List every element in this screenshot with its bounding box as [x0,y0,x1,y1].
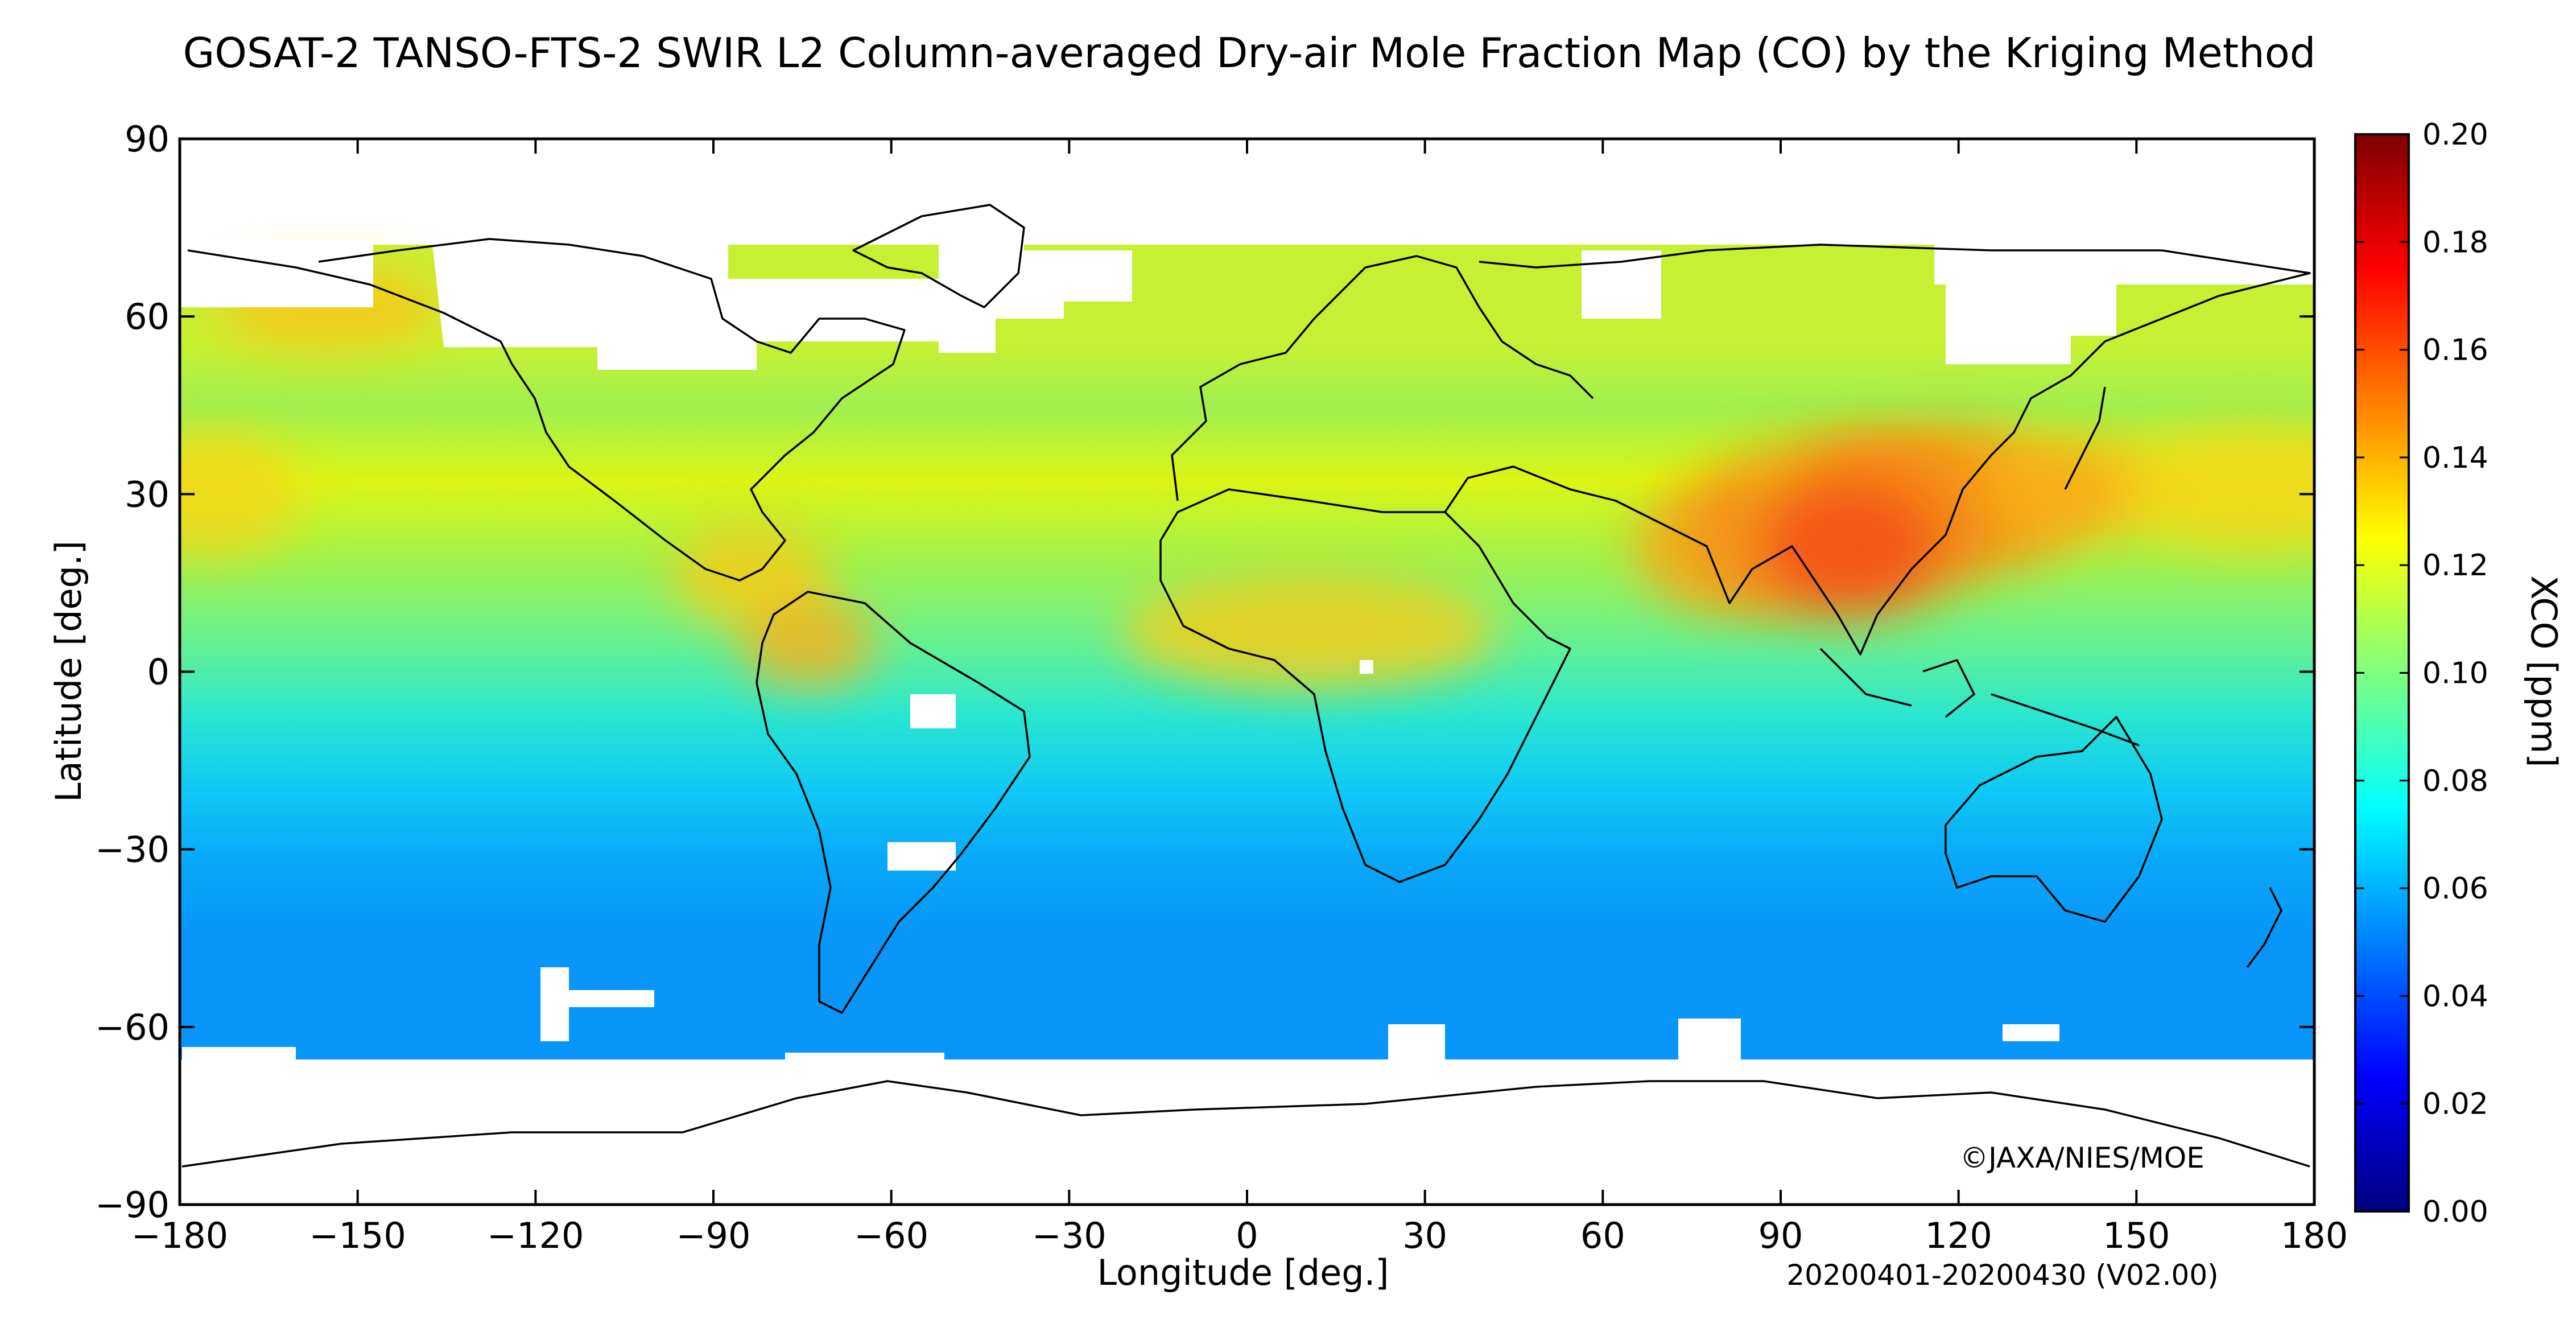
colorbar-tick-label: 0.06 [2422,872,2488,906]
y-tick-label: −30 [95,829,170,871]
y-tick-label: 30 [125,473,170,515]
no-data-africa [1360,660,1373,674]
no-data-brazil [887,842,956,871]
x-tick-label: 120 [1925,1215,1992,1256]
colorbar-label: XCO [ppm] [2523,575,2565,767]
enhancement-south-america [740,597,876,689]
x-tick-label: −60 [854,1215,928,1256]
core-enhancement [1690,432,1985,626]
enhancement-southeast-asia-outer [1690,432,1985,626]
enhancement-japan [1974,438,2168,541]
colorbar-tick-label: 0.08 [2422,764,2488,798]
coastline-japan [2064,386,2106,490]
enhancement-pacific-west [180,432,302,558]
no-data-siberia [1946,285,2116,364]
no-data-north-america [432,245,939,370]
y-tick-label: −60 [95,1007,170,1048]
coastline-asia [1444,244,2311,655]
x-tick-label: −150 [309,1215,406,1256]
colorbar-tick-label: 0.04 [2422,979,2488,1013]
x-axis-label: Longitude [deg.] [1097,1252,1389,1293]
colorbar-ticks: 0.00 0.02 0.04 0.06 0.08 0.10 0.12 0.14 0.16 0.18… [2355,118,2488,1229]
coastline-greenland [852,204,1025,308]
chart-title: GOSAT-2 TANSO-FTS-2 SWIR L2 Column-avera… [183,29,2316,77]
period-text: 20200401-20200430 (V02.00) [1786,1259,2218,1292]
enhancement-sahel [1121,575,1496,689]
colorbar-tick-label: 0.00 [2422,1195,2488,1229]
colorbar-tick-label: 0.10 [2422,657,2488,691]
no-data-greenland [939,245,1132,353]
y-tick-label: −90 [95,1184,170,1226]
coastline-antarctica [181,1080,2310,1168]
colorbar-tick-label: 0.02 [2422,1087,2488,1122]
no-data-arctic-top [180,239,2314,245]
coastline-indonesia [1819,648,2140,747]
coastline-south-america [756,591,1031,1014]
coastline-north-america [187,238,906,582]
enhancement-blobs [180,267,2314,689]
colorbar-tick-label: 0.18 [2422,225,2488,259]
y-axis-label: Latitude [deg.] [48,541,89,802]
x-tick-label: 150 [2103,1215,2170,1256]
coastline-europe [1171,255,1594,501]
coastlines [181,204,2311,1168]
x-tick-label: −120 [487,1215,584,1256]
colorbar-tick-label: 0.12 [2422,549,2488,583]
x-tick-label: −180 [131,1215,228,1256]
x-tick-label: 90 [1758,1215,1803,1256]
colorbar-tick-label: 0.16 [2422,333,2488,368]
x-tick-label: 60 [1580,1215,1625,1256]
enhancement-pacific-east [2122,427,2314,552]
coastline-africa [1159,488,1571,883]
coastline-australia [1945,716,2163,923]
no-data-north-europe [1582,250,1661,319]
x-axis-ticks: −180 −150 −120 −90 −60 −30 0 30 60 90 120 150 180 [131,139,2348,1256]
x-tick-label: 180 [2281,1215,2348,1256]
no-data-southern-ocean [182,967,2059,1059]
colorbar-tick-label: 0.14 [2422,441,2488,475]
x-tick-label: 30 [1402,1215,1447,1256]
x-tick-label: 0 [1236,1215,1258,1256]
copyright-text: ©JAXA/NIES/MOE [1960,1141,2205,1174]
y-tick-label: 60 [125,296,170,337]
coastline-new-zealand [2246,887,2282,968]
y-tick-label: 0 [147,652,170,693]
no-data-antarctic [180,1059,2314,1205]
colorbar-tick-label: 0.20 [2422,118,2488,152]
x-tick-label: −90 [676,1215,751,1256]
no-data-amazon [910,694,956,728]
xco-field [180,139,2314,1205]
x-tick-label: −30 [1032,1215,1107,1256]
y-axis-ticks: 90 60 30 0 −30 −60 −90 [95,118,2314,1226]
y-tick-label: 90 [125,118,170,160]
